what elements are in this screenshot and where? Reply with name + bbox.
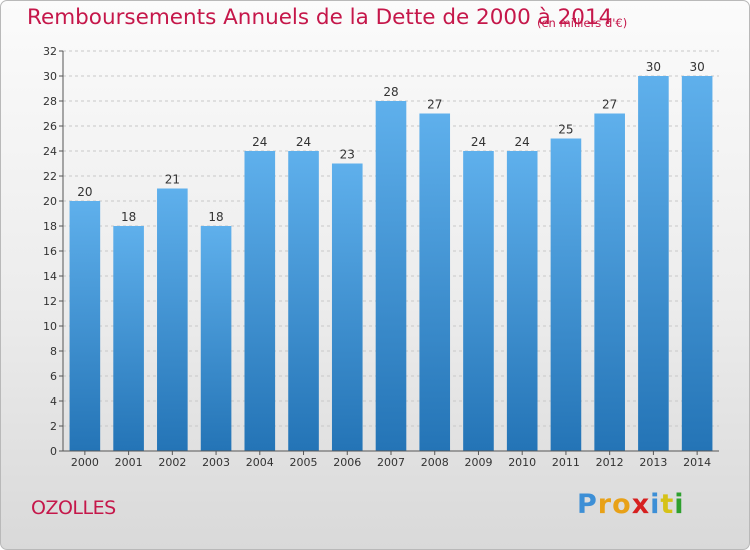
data-label: 25 [558,123,573,137]
y-tick-label: 0 [50,445,57,458]
x-tick-label: 2010 [508,456,536,469]
x-tick-label: 2005 [290,456,318,469]
logo-letter: i [674,489,685,520]
y-tick-label: 14 [43,270,57,283]
x-tick-label: 2013 [639,456,667,469]
x-tick-label: 2012 [596,456,624,469]
bars: 20 18 21 18 24 24 23 28 27 24 24 25 27 30 30 [69,60,713,451]
logo-letter: i [650,489,661,520]
bar-2009 [463,151,494,451]
town-name: OZOLLES [31,497,116,519]
bar-2013 [638,76,669,451]
data-label: 28 [383,85,398,99]
x-tick-label: 2014 [683,456,711,469]
y-tick-label: 28 [43,95,57,108]
y-tick-label: 2 [50,420,57,433]
data-label: 30 [689,60,704,74]
x-tick-label: 2006 [333,456,361,469]
x-tick-label: 2007 [377,456,405,469]
x-tick-label: 2001 [115,456,143,469]
proxiti-logo: Proxiti [577,489,685,520]
bar-2014 [681,76,713,451]
y-tick-label: 20 [43,195,57,208]
y-tick-label: 16 [43,245,57,258]
x-tick-label: 2004 [246,456,274,469]
y-tick-label: 30 [43,70,57,83]
y-tick-label: 10 [43,320,57,333]
bar-2003 [200,226,232,451]
bar-2008 [419,113,451,451]
bar-2007 [375,101,407,451]
x-tick-label: 2000 [71,456,99,469]
bar-2002 [157,188,188,451]
data-label: 27 [602,98,617,112]
data-label: 23 [340,148,355,162]
y-tick-label: 22 [43,170,57,183]
data-label: 30 [646,60,661,74]
bar-2006 [331,163,363,451]
data-label: 20 [77,185,92,199]
y-tick-label: 18 [43,220,57,233]
logo-letter: r [597,489,613,520]
x-axis: 2000 2001 2002 2003 2004 2005 2006 2007 2008 2009… [63,450,719,469]
data-label: 18 [121,210,136,224]
y-tick-label: 4 [50,395,57,408]
logo-letter: P [577,489,598,520]
data-label: 27 [427,98,442,112]
logo-letter: t [660,489,675,520]
x-tick-label: 2003 [202,456,230,469]
y-tick-label: 12 [43,295,57,308]
bar-2010 [506,151,538,451]
y-tick-label: 6 [50,370,57,383]
bar-2012 [594,113,625,451]
bar-2005 [288,151,319,451]
bar-2001 [113,226,144,451]
logo-letter: x [631,489,651,520]
data-label: 24 [252,135,267,149]
unit-note: (en milliers d'€) [537,16,628,30]
data-label: 21 [165,173,180,187]
y-tick-label: 26 [43,120,57,133]
y-tick-label: 8 [50,345,57,358]
bar-2011 [550,138,582,451]
data-label: 24 [296,135,311,149]
chart-title: Remboursements Annuels de la Dette de 20… [27,5,613,30]
y-tick-label: 32 [43,45,57,58]
x-tick-label: 2008 [421,456,449,469]
data-label: 24 [515,135,530,149]
bar-2000 [69,201,101,451]
data-label: 18 [208,210,223,224]
x-tick-label: 2009 [464,456,492,469]
logo-letter: o [612,489,632,520]
y-tick-label: 24 [43,145,57,158]
bar-2004 [244,151,276,451]
x-tick-label: 2011 [552,456,580,469]
x-tick-label: 2002 [158,456,186,469]
data-label: 24 [471,135,486,149]
